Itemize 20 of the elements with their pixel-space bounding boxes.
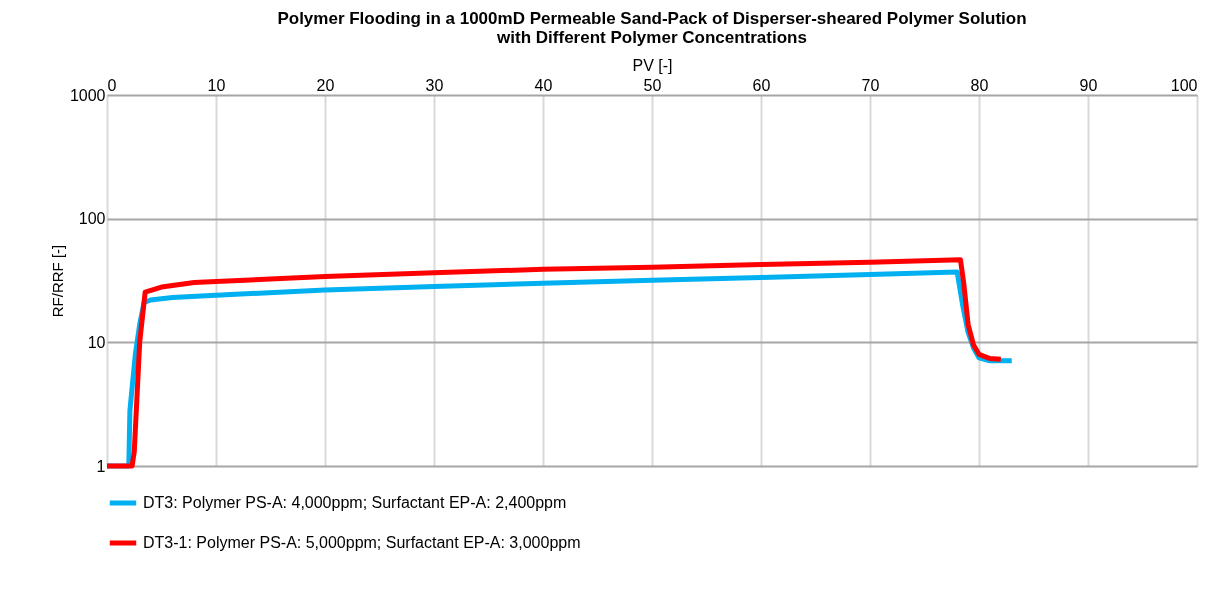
x-tick-label: 20 xyxy=(316,76,335,94)
y-axis-title: RF/RRF [-] xyxy=(48,244,66,318)
y-tick-label: 1000 xyxy=(69,86,106,104)
x-tick-label: 30 xyxy=(425,76,444,94)
y-tick-label: 1 xyxy=(96,457,106,475)
x-axis-title: PV [-] xyxy=(632,56,673,74)
x-tick-label: 70 xyxy=(861,76,880,94)
x-tick-label: 90 xyxy=(1079,76,1098,94)
x-tick-label: 100 xyxy=(1170,76,1198,94)
x-tick-label: 40 xyxy=(534,76,553,94)
x-tick-label: 80 xyxy=(970,76,989,94)
legend-label: DT3-1: Polymer PS-A: 5,000ppm; Surfactant EP-A: 3,000ppm xyxy=(143,534,581,551)
x-tick-label: 0 xyxy=(107,76,117,94)
legend-label: DT3: Polymer PS-A: 4,000ppm; Surfactant EP-A: 2,400ppm xyxy=(143,494,567,511)
y-tick-label: 10 xyxy=(87,333,106,351)
x-tick-label: 50 xyxy=(643,76,662,94)
x-tick-label: 10 xyxy=(207,76,226,94)
x-tick-label: 60 xyxy=(752,76,771,94)
y-tick-label: 100 xyxy=(78,210,106,228)
chart-title: Polymer Flooding in a 1000mD Permeable Sand-Pack of Disperser-sheared Polymer Solution with Different Polymer Concentrations xyxy=(277,9,1027,47)
